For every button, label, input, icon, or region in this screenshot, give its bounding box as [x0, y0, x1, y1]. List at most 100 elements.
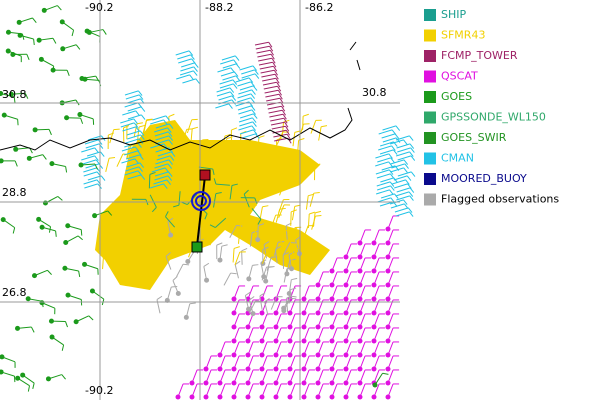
wind-barb-flag	[404, 163, 409, 169]
legend-label: GOES_SWIR	[441, 131, 507, 144]
wind-barb	[266, 167, 272, 181]
wind-barb-flag	[236, 224, 243, 227]
wind-barb-dot	[301, 324, 307, 330]
wind-barb	[237, 97, 251, 103]
wind-barb	[126, 154, 140, 160]
wind-barb-dot	[50, 67, 56, 73]
wind-barb	[307, 213, 310, 229]
wind-barb-flag	[281, 105, 286, 112]
wind-barb-flag	[233, 246, 240, 249]
wind-barb-flag	[140, 174, 146, 180]
wind-barb	[382, 137, 397, 143]
wind-barb	[116, 153, 124, 167]
legend: SHIP SFMR43 FCMP_TOWER QSCAT GOES GPSSONDE_WL…	[424, 8, 559, 206]
wind-barb-flag	[405, 179, 410, 185]
wind-barb-dot	[64, 115, 70, 121]
wind-barb-dot	[371, 296, 377, 302]
wind-barb-flag	[109, 156, 116, 159]
wind-barb-flag	[228, 103, 233, 109]
wind-barb-dot	[357, 254, 363, 260]
wind-barb	[84, 183, 98, 189]
wind-barb-flag	[313, 192, 320, 194]
wind-barb-flag	[135, 110, 140, 116]
wind-barb-flag	[249, 296, 255, 301]
wind-barb-flag	[166, 179, 172, 185]
wind-barb	[125, 166, 139, 172]
wind-barb	[124, 170, 139, 176]
wind-barb-flag	[65, 166, 68, 173]
wind-barb-dot	[385, 296, 391, 302]
wind-barb	[149, 194, 157, 208]
wind-barb-flag	[195, 78, 200, 84]
wind-barb-dot	[231, 324, 237, 330]
legend-label: GOES	[441, 90, 472, 103]
wind-barb-dot	[343, 324, 349, 330]
wind-barb-dot	[287, 338, 293, 344]
wind-barb-dot	[329, 352, 335, 358]
wind-barb-flag	[212, 168, 215, 175]
wind-barb-flag	[250, 97, 255, 103]
wind-barb-flag	[24, 93, 29, 99]
wind-barb-flag	[388, 161, 393, 167]
lat-label: 30.8	[2, 88, 27, 101]
wind-barb	[237, 105, 252, 111]
wind-barb	[389, 139, 404, 145]
wind-barb	[265, 226, 270, 240]
wind-barb	[83, 167, 97, 173]
wind-barb	[280, 163, 286, 178]
wind-barb-dot	[82, 261, 88, 267]
wind-barb-dot	[49, 334, 55, 340]
wind-barb	[262, 77, 277, 82]
wind-barb-flag	[290, 287, 297, 291]
wind-barb-flag	[276, 81, 281, 88]
wind-barb	[208, 196, 214, 210]
legend-swatch	[424, 70, 436, 83]
wind-barb	[255, 45, 270, 50]
wind-barb-dot	[385, 338, 391, 344]
wind-barb-dot	[36, 37, 42, 43]
wind-barb	[237, 229, 241, 244]
wind-barb-flag	[102, 29, 107, 35]
wind-barb-flag	[31, 326, 35, 333]
wind-barb	[124, 150, 138, 156]
wind-barb-flag	[408, 191, 414, 197]
wind-barb	[394, 183, 408, 189]
wind-barb-flag	[165, 115, 170, 121]
wind-barb	[257, 53, 272, 58]
wind-barb-flag	[188, 177, 195, 181]
wind-barb-dot	[217, 352, 223, 358]
wind-barb	[375, 169, 390, 175]
wind-barb-flag	[47, 269, 52, 275]
wind-barb-dot	[0, 354, 5, 360]
wind-barb-dot	[189, 380, 195, 386]
wind-barb-flag	[64, 321, 68, 328]
wind-barb	[397, 171, 412, 177]
wind-barb	[189, 227, 195, 242]
wind-barb-dot	[385, 324, 391, 330]
wind-barb	[377, 157, 391, 163]
wind-barb-dot	[245, 338, 251, 344]
wind-barb-dot	[385, 240, 391, 246]
wind-barb	[376, 181, 391, 187]
wind-barb-flag	[156, 295, 163, 301]
wind-barb	[249, 232, 253, 247]
wind-barb	[194, 171, 197, 186]
legend-label: GPSSONDE_WL150	[441, 111, 546, 124]
wind-barb	[178, 191, 181, 206]
wind-barb-flag	[94, 163, 98, 170]
wind-barb	[155, 135, 170, 141]
wind-barb-flag	[140, 134, 145, 140]
wind-barb-dot	[301, 394, 307, 400]
wind-barb-flag	[409, 195, 414, 201]
wind-barb-flag	[169, 155, 175, 161]
wind-barb-flag	[75, 44, 81, 50]
wind-barb	[216, 91, 231, 97]
wind-barb-flag	[189, 302, 196, 305]
wind-barb-dot	[259, 366, 265, 372]
wind-barb	[155, 240, 162, 254]
wind-barb-dot	[329, 268, 335, 274]
wind-barb	[174, 240, 181, 254]
wind-barb	[396, 143, 411, 149]
wind-barb-flag	[252, 117, 257, 123]
wind-barb-flag	[193, 66, 198, 72]
